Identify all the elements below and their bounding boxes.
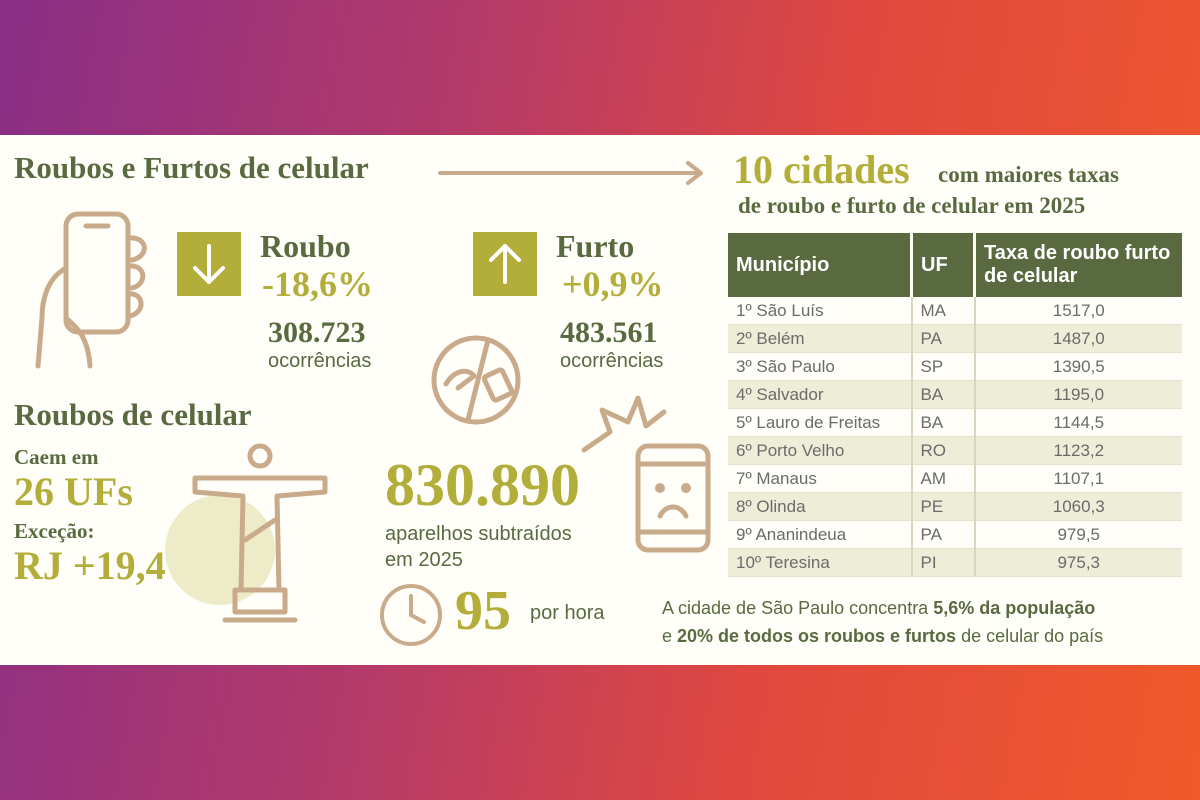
table-cell: MA [911,297,976,325]
note-text: A cidade de São Paulo concentra [662,598,934,618]
table-cell: 6º Porto Velho [728,436,913,465]
table-cell: 1107,1 [974,464,1182,493]
statue-icon [165,443,328,623]
header-cell: Município [728,233,913,297]
table-cell: PE [911,492,976,521]
furto-unit: ocorrências [560,350,664,372]
table-cell: 1487,0 [974,324,1182,353]
sad-phone-icon [581,395,711,553]
total-text-1: aparelhos subtraídos [385,523,572,545]
table-cell: 1390,5 [974,352,1182,381]
up-arrow-box [473,232,537,296]
table-cell: 1060,3 [974,492,1182,521]
table-cell: BA [911,380,976,409]
table-cell: 975,3 [974,548,1182,577]
table-cell: 1º São Luís [728,297,913,325]
header-cell: Taxa de roubo furto de celular [974,233,1182,297]
note-text: de celular do país [956,626,1104,646]
table-cell: AM [911,464,976,493]
table-cell: 979,5 [974,520,1182,549]
theft-icon [431,335,521,425]
table-row: 10º Teresina PI 975,3 [728,548,1182,577]
table-cell: SP [911,352,976,381]
roubo-count: 308.723 [268,316,366,349]
table-row: 5º Lauro de Freitas BA 1144,5 [728,408,1182,437]
ranking-title-big: 10 cidades [733,147,910,192]
table-row: 2º Belém PA 1487,0 [728,324,1182,353]
down-arrow [193,244,225,284]
table-row: 9º Ananindeua PA 979,5 [728,520,1182,549]
table-row: 7º Manaus AM 1107,1 [728,464,1182,493]
header-cell: UF [911,233,976,297]
note-bold: 20% de todos os roubos e furtos [677,626,957,646]
table-header: Município UF Taxa de roubo furto de celu… [728,233,1182,297]
table-cell: 1144,5 [974,408,1182,437]
furto-count: 483.561 [560,316,658,349]
furto-label: Furto [556,228,635,264]
ufs: 26 UFs [14,469,133,514]
table-cell: 1517,0 [974,297,1182,325]
table-cell: PA [911,324,976,353]
main-title: Roubos e Furtos de celular [14,150,369,185]
total-text-2: em 2025 [385,549,463,571]
table-cell: 3º São Paulo [728,352,913,381]
phone-hand-icon [35,211,147,369]
clock-icon [380,584,442,646]
table-cell: 4º Salvador [728,380,913,409]
roubos-title: Roubos de celular [14,397,252,432]
table-cell: BA [911,408,976,437]
table-cell: 2º Belém [728,324,913,353]
note: A cidade de São Paulo concentra 5,6% da … [662,594,1103,650]
ranking-table: Município UF Taxa de roubo furto de celu… [728,233,1182,577]
up-arrow [489,244,521,284]
table-row: 8º Olinda PE 1060,3 [728,492,1182,521]
caem-em: Caem em [14,445,99,469]
table-cell: 1123,2 [974,436,1182,465]
roubo-change: -18,6% [262,264,373,304]
table-cell: PA [911,520,976,549]
table-cell: RO [911,436,976,465]
table-cell: 5º Lauro de Freitas [728,408,913,437]
table-cell: 7º Manaus [728,464,913,493]
excecao: Exceção: [14,519,95,543]
table-row: 6º Porto Velho RO 1123,2 [728,436,1182,465]
table-cell: 8º Olinda [728,492,913,521]
ranking-title-rest: com maiores taxas [938,162,1119,187]
roubo-label: Roubo [260,228,351,264]
table-cell: 1195,0 [974,380,1182,409]
furto-change: +0,9% [562,264,664,304]
arrow-right [438,161,703,185]
table-cell: 10º Teresina [728,548,913,577]
roubo-unit: ocorrências [268,350,372,372]
table-cell: 9º Ananindeua [728,520,913,549]
ranking-title-line2: de roubo e furto de celular em 2025 [738,193,1086,218]
total: 830.890 [385,452,580,518]
per-hour: 95 [455,580,511,642]
down-arrow-box [177,232,241,296]
note-bold: 5,6% da população [933,598,1096,618]
table-row: 1º São Luís MA 1517,0 [728,297,1182,325]
table-body: 1º São Luís MA 1517,0 2º Belém PA 1487,0 3º Sã… [728,297,1182,577]
table-row: 3º São Paulo SP 1390,5 [728,352,1182,381]
table-row: 4º Salvador BA 1195,0 [728,380,1182,409]
per-hour-unit: por hora [530,602,605,624]
table-cell: PI [911,548,976,577]
note-text: e [662,626,678,646]
